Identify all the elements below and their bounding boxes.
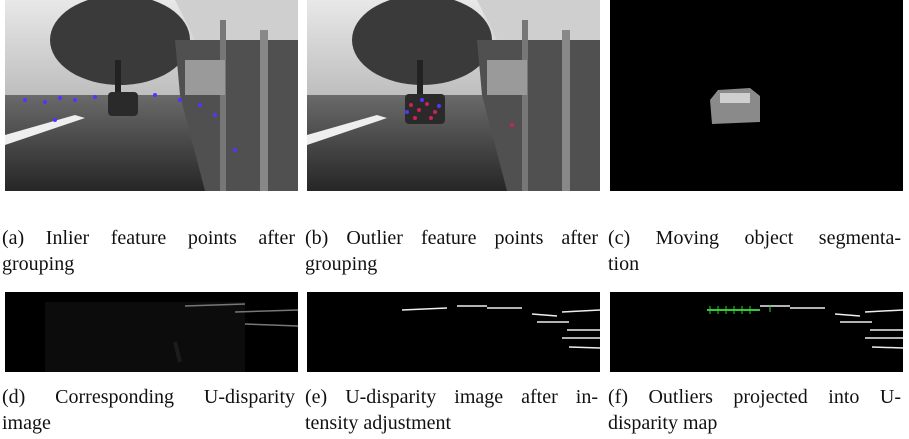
u-disparity-image bbox=[5, 292, 298, 372]
u-disparity-image bbox=[307, 292, 600, 372]
caption-line: tion bbox=[608, 251, 901, 277]
caption-line: (b) Outlier feature points after bbox=[305, 225, 598, 251]
caption-line: image bbox=[2, 410, 295, 436]
caption-line: (f) Outliers projected into U- bbox=[608, 384, 901, 410]
caption-line: disparity map bbox=[608, 410, 901, 436]
u-disparity-image bbox=[610, 292, 903, 372]
caption-line: (a) Inlier feature points after bbox=[2, 225, 295, 251]
caption-line: grouping bbox=[2, 251, 295, 277]
caption-line: tensity adjustment bbox=[305, 410, 598, 436]
segmentation-image bbox=[610, 0, 903, 191]
street-image bbox=[307, 0, 600, 191]
caption: (c) Moving object segmenta-tion bbox=[608, 225, 901, 277]
caption: (f) Outliers projected into U-disparity … bbox=[608, 384, 901, 436]
caption-line: (d) Corresponding U-disparity bbox=[2, 384, 295, 410]
caption-line: (c) Moving object segmenta- bbox=[608, 225, 901, 251]
caption-line: grouping bbox=[305, 251, 598, 277]
page: (a) Inlier feature points aftergrouping … bbox=[0, 0, 909, 439]
caption: (e) U-disparity image after in-tensity a… bbox=[305, 384, 598, 436]
caption-line: (e) U-disparity image after in- bbox=[305, 384, 598, 410]
street-image bbox=[5, 0, 298, 191]
